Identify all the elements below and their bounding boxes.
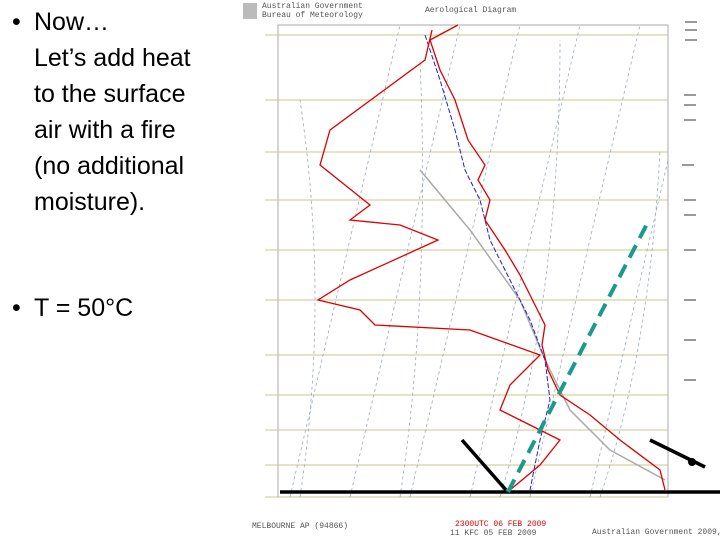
crest — [243, 3, 257, 19]
wind-barbs — [682, 21, 697, 381]
plot-frame — [277, 24, 669, 498]
bullet-line: T = 50°C — [34, 294, 134, 322]
bullet-line: Let’s add heat — [34, 44, 191, 72]
temperature-trace — [429, 24, 666, 491]
isotherms — [289, 24, 669, 498]
dewpoint-red-trace — [316, 29, 562, 491]
bullet-line: (no additional — [34, 152, 185, 180]
header-line: Bureau of Meteorology — [262, 11, 363, 20]
pressure-lines — [265, 34, 668, 498]
header-line: Australian Government — [262, 2, 363, 11]
credit: Australian Government 2009, Bureau — [592, 528, 720, 537]
bullet: • Now… Let’s add heat to the surface air… — [12, 4, 191, 220]
bullet-line: moisture). — [34, 188, 146, 216]
bullet-line: air with a fire — [34, 116, 176, 144]
time: 2300UTC 06 FEB 2009 — [455, 520, 546, 529]
bullet-line: Now… — [34, 8, 110, 36]
marker — [688, 458, 696, 466]
time: 11 KFC 05 FEB 2009 — [450, 529, 537, 538]
station: MELBOURNE AP (94866) — [252, 522, 348, 531]
dry-adiabat-path — [506, 221, 650, 493]
bullet: • T = 50°C — [12, 290, 133, 326]
diagram-title: Aerological Diagram — [425, 6, 516, 15]
arrow — [460, 438, 508, 492]
dewpoint-trace — [424, 34, 551, 491]
bullet-line: to the surface — [34, 80, 186, 108]
